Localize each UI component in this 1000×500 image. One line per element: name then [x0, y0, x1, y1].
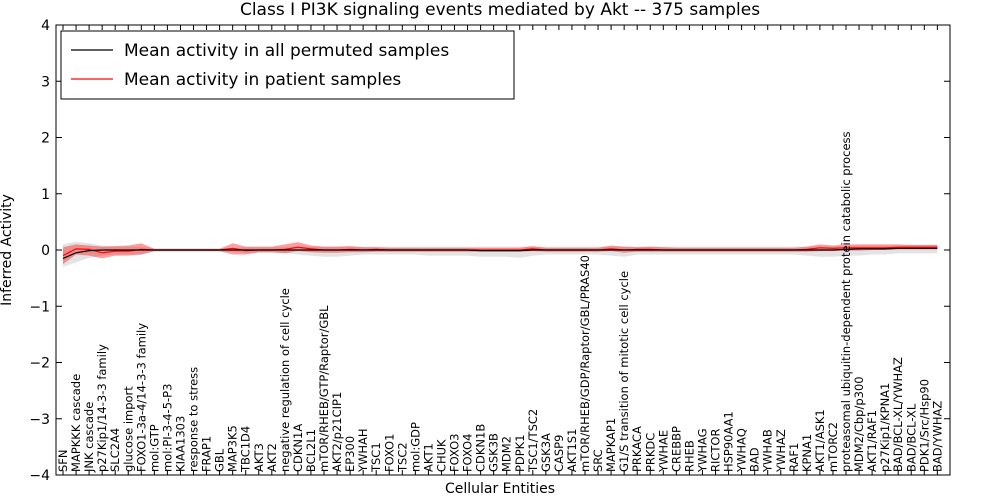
y-axis-label: Inferred Activity: [0, 194, 15, 306]
x-category-label: PRKDC: [643, 433, 657, 472]
x-category-label: AKT1: [421, 443, 435, 472]
x-category-label: FOXO1-3a-4/14-3-3 family: [134, 323, 148, 472]
x-category-label: AKT2: [265, 443, 279, 472]
y-tick-label: 4: [41, 18, 50, 34]
legend-label-patient: Mean activity in patient samples: [124, 70, 401, 90]
x-category-label: CASP9: [552, 435, 566, 472]
x-category-label: mTOR/RHEB/GDP/Raptor/GBL/PRAS40: [578, 255, 592, 472]
x-category-label: RAF1: [787, 443, 801, 472]
x-category-label: TSC1/TSC2: [526, 409, 540, 473]
y-tick-label: −3: [29, 412, 50, 428]
legend-box: [60, 30, 515, 100]
permuted-mean-line: [62, 247, 938, 259]
x-category-label: AKT1/ASK1: [813, 409, 827, 472]
x-category-label: YWHAG: [696, 428, 710, 473]
patient-band-group: [63, 242, 938, 265]
x-tick-labels: SFN MAPKKK cascade JNK cascade p27Kip1/14-3…: [56, 131, 944, 473]
x-category-label: p27Kip1/KPNA1: [878, 383, 892, 472]
x-category-label: mTOR/RHEB/GTP/Raptor/GBL: [317, 305, 331, 472]
x-category-label: SLC2A4: [108, 428, 122, 472]
x-category-label: BAD/BCL-XL: [904, 403, 918, 472]
x-category-label: mol:PI-3-4-5-P3: [160, 384, 174, 472]
x-category-label: glucose import: [121, 386, 135, 472]
x-category-label: YWHAE: [656, 430, 670, 473]
x-category-label: TSC2: [395, 442, 409, 473]
x-category-label: GBL: [213, 448, 227, 472]
x-category-label: SRC: [591, 449, 605, 472]
x-category-label: PRKACA: [630, 426, 644, 472]
y-tick-label: −1: [29, 299, 50, 315]
legend-label-permuted: Mean activity in all permuted samples: [124, 41, 449, 61]
x-category-label: PDPK1: [513, 434, 527, 472]
patient-confidence-band: [63, 242, 938, 265]
x-category-label: p27Kip1/14-3-3 family: [95, 344, 109, 472]
x-category-label: negative regulation of cell cycle: [278, 288, 292, 472]
x-category-label: PDK1/Src/Hsp90: [917, 379, 931, 472]
y-tick-label: 0: [41, 243, 50, 259]
x-category-label: mol:GTP: [147, 424, 161, 472]
x-category-label: YWHAB: [761, 429, 775, 473]
x-category-label: mol:GDP: [408, 422, 422, 472]
series-lines: [62, 246, 938, 259]
x-category-label: GSK3B: [487, 433, 501, 472]
x-category-label: MAPKKK cascade: [69, 374, 83, 472]
x-category-label: CHUK: [435, 439, 449, 472]
x-category-label: G1/S transition of mitotic cell cycle: [617, 271, 631, 472]
x-axis-label: Cellular Entities: [445, 481, 555, 497]
x-tick-marks: [62, 25, 938, 475]
chart-title: Class I PI3K signaling events mediated b…: [240, 0, 760, 20]
x-category-label: BAD: [748, 447, 762, 472]
x-category-label: RICTOR: [709, 429, 723, 472]
x-category-label: proteasomal ubiquitin-dependent protein …: [839, 131, 853, 472]
x-category-label: MDM2/Cbp/p300: [852, 376, 866, 472]
plot-frame: [55, 24, 951, 476]
x-category-label: AKT1S1: [565, 429, 579, 472]
x-category-label: HSP90AA1: [722, 411, 736, 472]
x-category-label: CDKN1B: [474, 424, 488, 472]
x-category-label: AKT2/p21CIP1: [330, 392, 344, 472]
x-category-label: YWHAQ: [735, 428, 749, 473]
x-category-label: KIAA1303: [173, 416, 187, 472]
permuted-band-group: [63, 241, 938, 267]
permuted-confidence-band: [63, 241, 938, 267]
x-category-label: AKT1/RAF1: [865, 410, 879, 472]
x-category-label: CREBBP: [669, 426, 683, 472]
y-tick-label: 1: [41, 187, 50, 203]
x-category-label: SFN: [56, 449, 70, 472]
x-category-label: BCL2L1: [304, 429, 318, 472]
x-category-label: YWHAZ: [774, 429, 788, 473]
y-tick-labels: 4 3 2 1 0 −1 −2 −3 −4: [29, 18, 50, 484]
x-category-label: FRAP1: [200, 436, 214, 472]
legend: Mean activity in all permuted samples Me…: [60, 30, 515, 100]
y-tick-label: −4: [29, 468, 50, 484]
x-category-label: MDM2: [500, 436, 514, 472]
x-category-label: BAD/BCL-XL/YWHAZ: [891, 357, 905, 472]
x-category-label: CDKN1A: [291, 424, 305, 472]
x-category-label: EP300: [343, 436, 357, 472]
x-category-label: RHEB: [682, 440, 696, 472]
y-tick-label: −2: [29, 356, 50, 372]
x-category-label: YWHAH: [356, 428, 370, 473]
x-category-label: FOXO1: [382, 434, 396, 472]
x-category-label: FOXO4: [461, 434, 475, 472]
x-category-label: MAPKAP1: [604, 418, 618, 472]
x-category-label: FOXO3: [448, 434, 462, 472]
x-category-label: GSK3A: [539, 433, 553, 472]
x-category-label: JNK cascade: [82, 402, 96, 473]
x-category-label: BAD/YWHAZ: [930, 401, 944, 472]
x-category-label: TBC1D4: [239, 426, 253, 473]
y-tick-label: 3: [41, 74, 50, 90]
x-category-label: mTORC2: [826, 422, 840, 472]
x-category-label: TSC1: [369, 442, 383, 473]
x-category-label: KPNA1: [800, 434, 814, 472]
x-category-label: AKT3: [252, 443, 266, 472]
x-category-label: MAP3K5: [226, 425, 240, 472]
y-tick-label: 2: [41, 131, 50, 147]
plot-area: [55, 24, 951, 476]
x-category-label: response to stress: [187, 367, 201, 472]
